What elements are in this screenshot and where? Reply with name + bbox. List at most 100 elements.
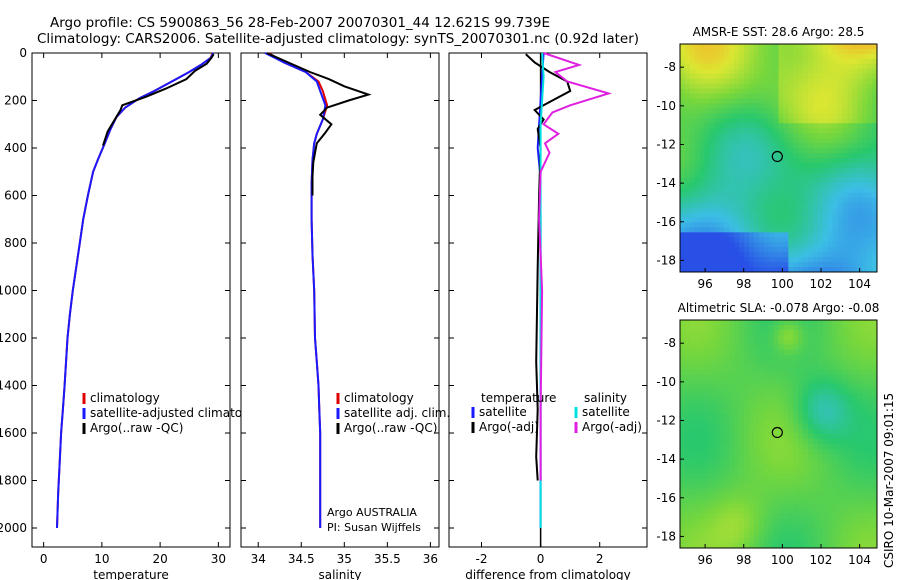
map-cell [842, 78, 848, 85]
map-cell [783, 78, 789, 85]
map-cell [714, 374, 720, 380]
map-cell [822, 438, 829, 445]
map-cell [768, 429, 774, 435]
map-cell [837, 513, 843, 519]
map-cell [719, 394, 725, 400]
map-cell [689, 44, 696, 50]
map-cell [822, 498, 829, 504]
series-line-argo-raw-qc- [102, 53, 215, 146]
map-cell [827, 257, 834, 263]
map-cell [684, 232, 691, 238]
map-cell [748, 103, 755, 109]
map-cell [694, 508, 701, 514]
map-cell [788, 212, 794, 218]
map-cell [748, 128, 755, 134]
map-cell [684, 148, 691, 154]
map-cell [827, 369, 834, 375]
map-cell [788, 369, 794, 375]
x-tick-label: 35.5 [374, 552, 401, 566]
map-cell [768, 73, 774, 80]
map-cell [842, 108, 848, 114]
map-cell [798, 434, 804, 440]
map-cell [817, 379, 824, 385]
map-cell [803, 148, 809, 154]
map-cell [822, 138, 829, 144]
map-cell [808, 518, 814, 524]
map-cell [827, 162, 834, 169]
map-cell [832, 438, 838, 445]
map-cell [768, 237, 774, 243]
map-cell [847, 262, 853, 268]
map-cell [724, 538, 730, 544]
map-cell [803, 53, 809, 60]
map-cell [842, 212, 848, 218]
map-cell [689, 143, 696, 149]
map-cell [827, 93, 834, 99]
map-cell [680, 424, 686, 430]
map-cell [847, 409, 853, 415]
map-cell [817, 73, 824, 80]
map-cell [867, 237, 873, 243]
map-cell [739, 267, 745, 273]
map-cell [753, 349, 760, 356]
map-x-tick-label: 100 [771, 553, 794, 567]
map-cell [753, 267, 760, 273]
map-cell [699, 93, 706, 99]
map-cell [793, 88, 799, 94]
map-cell [793, 379, 799, 385]
map-cell [729, 148, 735, 154]
map-cell [803, 108, 809, 114]
map-cell [827, 247, 834, 253]
map-cell [714, 463, 720, 470]
map-cell [684, 44, 691, 50]
map-cell [817, 68, 824, 75]
map-cell [714, 53, 720, 60]
map-cell [768, 488, 774, 494]
map-cell [788, 187, 794, 194]
map-cell [817, 344, 824, 351]
map-cell [758, 148, 765, 154]
map-cell [709, 182, 715, 189]
map-cell [817, 369, 824, 375]
map-cell [724, 138, 730, 144]
map-cell [852, 543, 858, 549]
map-cell [798, 53, 804, 60]
map-cell [729, 118, 735, 124]
map-cell [793, 68, 799, 75]
map-cell [783, 88, 789, 94]
map-cell [773, 334, 779, 341]
map-cell [724, 63, 730, 70]
map-cell [793, 93, 799, 99]
map-cell [739, 404, 745, 410]
map-cell [872, 232, 878, 238]
map-cell [847, 533, 853, 539]
map-cell [842, 237, 848, 243]
map-cell [724, 453, 730, 460]
map-cell [714, 339, 720, 346]
map-cell [773, 443, 779, 450]
map-cell [788, 528, 794, 534]
map-cell [808, 429, 814, 435]
map-cell [793, 374, 799, 380]
map-cell [837, 404, 843, 410]
map-cell [694, 68, 701, 75]
map-cell [719, 267, 725, 273]
map-cell [793, 399, 799, 405]
map-cell [744, 508, 750, 514]
map-cell [778, 354, 784, 361]
map-cell [867, 518, 873, 524]
map-cell [709, 128, 715, 134]
map-cell [714, 349, 720, 356]
map-cell [822, 58, 829, 65]
map-cell [842, 262, 848, 268]
map-cell [719, 68, 725, 75]
map-cell [847, 138, 853, 144]
map-cell [872, 237, 878, 243]
difference-temperature-legend-label: Argo(-adj) [479, 420, 539, 434]
map-cell [739, 528, 745, 534]
map-cell [704, 207, 710, 213]
map-cell [680, 374, 686, 380]
map-cell [680, 404, 686, 410]
map-cell [778, 187, 784, 194]
map-cell [768, 329, 774, 336]
